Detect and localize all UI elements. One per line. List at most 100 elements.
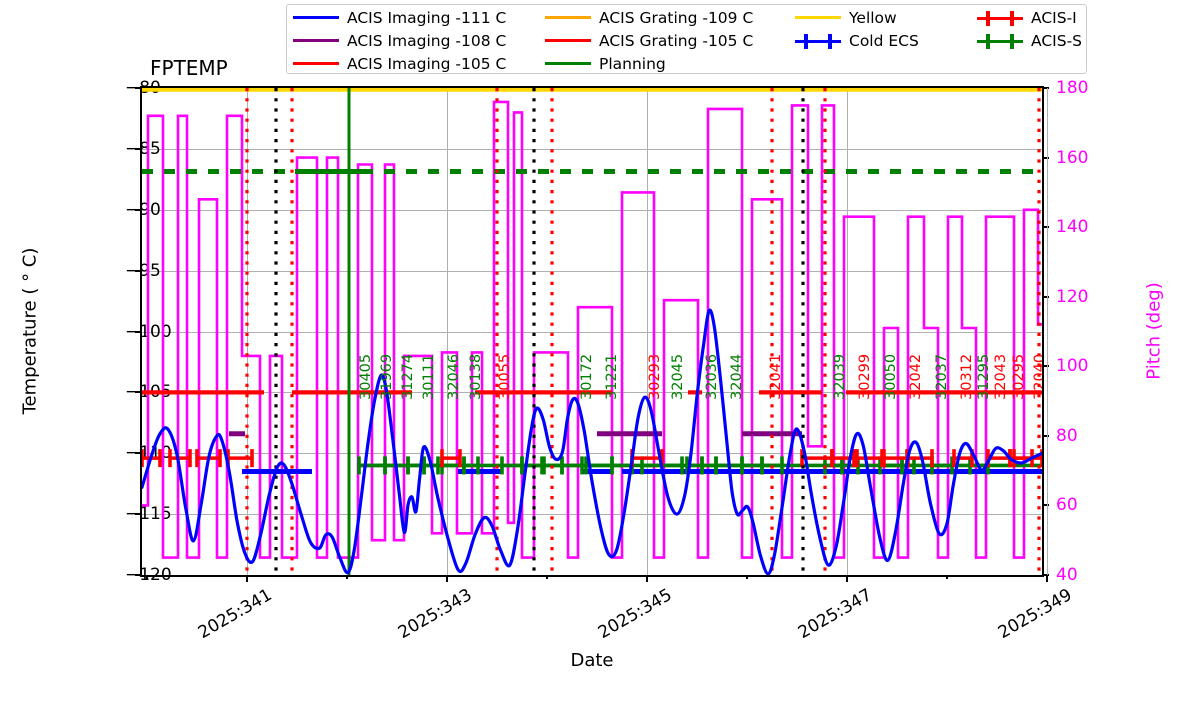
obsid-label: 32046 bbox=[446, 353, 462, 400]
gridline-horizontal bbox=[142, 514, 1042, 516]
gridline-horizontal bbox=[142, 331, 1042, 333]
y2-tick bbox=[1042, 574, 1049, 576]
y2-axis-title: Pitch (deg) bbox=[1143, 282, 1165, 380]
y-tick bbox=[135, 87, 142, 89]
y2-tick bbox=[1042, 504, 1049, 507]
gridline-vertical bbox=[447, 88, 448, 575]
y2-tick-label: 80 bbox=[1056, 425, 1078, 446]
y-tick bbox=[135, 269, 142, 272]
x-tick-label: 2025:347 bbox=[794, 585, 876, 644]
y-tick bbox=[135, 574, 142, 576]
legend-label: ACIS Grating -105 C bbox=[599, 31, 754, 50]
obsid-label: 30405 bbox=[358, 353, 374, 400]
y2-tick bbox=[1042, 295, 1049, 298]
pitch-series-line bbox=[142, 100, 1042, 559]
legend-item-acis-i: ACIS-I bbox=[977, 7, 1092, 29]
legend-label: Yellow bbox=[849, 8, 897, 27]
obsid-label: 30293 bbox=[647, 353, 663, 400]
obsid-label: 30050 bbox=[883, 353, 899, 400]
obsid-label: 30138 bbox=[468, 353, 484, 400]
legend-label: ACIS Imaging -111 C bbox=[347, 8, 507, 27]
legend-label: ACIS Imaging -105 C bbox=[347, 54, 507, 73]
legend-swatch-line bbox=[545, 62, 591, 65]
y-tick bbox=[135, 513, 142, 516]
x-tick bbox=[1046, 575, 1048, 582]
legend-swatch-marker bbox=[977, 32, 1023, 50]
gridline-vertical bbox=[247, 88, 248, 575]
legend-label: ACIS Imaging -108 C bbox=[347, 31, 507, 50]
chart-svg bbox=[142, 88, 1042, 575]
chart-legend: ACIS Imaging -111 C ACIS Imaging -108 C AC… bbox=[286, 4, 1087, 74]
legend-label: Cold ECS bbox=[849, 31, 919, 50]
legend-item-acis-imaging-105-c: ACIS Imaging -105 C bbox=[293, 53, 545, 75]
gridline-horizontal bbox=[142, 148, 1042, 150]
obsid-label: 32039 bbox=[832, 353, 848, 400]
y2-tick-label: 120 bbox=[1056, 286, 1089, 307]
legend-swatch-line bbox=[293, 62, 339, 65]
y2-tick-label: 60 bbox=[1056, 495, 1078, 516]
x-minor-tick bbox=[946, 575, 948, 579]
legend-item-acis-s: ACIS-S bbox=[977, 30, 1092, 52]
legend-item-acis-grating-109-c: ACIS Grating -109 C bbox=[545, 7, 795, 29]
legend-swatch-marker bbox=[977, 9, 1023, 27]
gridline-horizontal bbox=[142, 209, 1042, 211]
gridline-vertical bbox=[647, 88, 648, 575]
obsid-label: 32045 bbox=[670, 353, 686, 400]
legend-item-acis-imaging-111-c: ACIS Imaging -111 C bbox=[293, 7, 545, 29]
obsid-label: 30111 bbox=[421, 353, 437, 400]
x-tick bbox=[646, 575, 648, 582]
obsid-label: 31274 bbox=[400, 353, 416, 400]
x-minor-tick bbox=[146, 575, 148, 579]
gridline-horizontal bbox=[142, 270, 1042, 272]
legend-item-acis-grating-105-c: ACIS Grating -105 C bbox=[545, 30, 795, 52]
obsid-label: 30172 bbox=[579, 353, 595, 400]
obsid-label: 32041 bbox=[768, 353, 784, 400]
obsid-label: 32042 bbox=[908, 353, 924, 400]
gridline-vertical bbox=[1047, 88, 1048, 575]
x-tick-label: 2025:341 bbox=[194, 585, 276, 644]
x-tick-label: 2025:343 bbox=[394, 585, 476, 644]
x-tick bbox=[246, 575, 248, 582]
y-tick bbox=[135, 391, 142, 394]
obsid-label: 30312 bbox=[959, 353, 975, 400]
y-tick bbox=[135, 330, 142, 333]
gridline-vertical bbox=[847, 88, 848, 575]
legend-label: ACIS-S bbox=[1031, 31, 1082, 50]
x-axis-title: Date bbox=[570, 650, 614, 671]
obsid-label: 30055 bbox=[497, 353, 513, 400]
legend-swatch-marker bbox=[795, 32, 841, 50]
x-tick bbox=[846, 575, 848, 582]
obsid-label: 32040 bbox=[1032, 353, 1042, 400]
legend-item-yellow: Yellow bbox=[795, 7, 977, 29]
y2-tick bbox=[1042, 434, 1049, 437]
obsid-label: 31969 bbox=[379, 353, 395, 400]
legend-item-cold-ecs: Cold ECS bbox=[795, 30, 977, 52]
legend-label: ACIS Grating -109 C bbox=[599, 8, 754, 27]
y-tick bbox=[135, 452, 142, 455]
fptemp-series-line bbox=[142, 308, 1042, 575]
page-title: FPTEMP bbox=[150, 56, 228, 80]
x-minor-tick bbox=[346, 575, 348, 579]
legend-item-acis-imaging-108-c: ACIS Imaging -108 C bbox=[293, 30, 545, 52]
x-minor-tick bbox=[546, 575, 548, 579]
y-tick bbox=[135, 208, 142, 211]
legend-swatch-line bbox=[545, 39, 591, 42]
y2-tick-label: 100 bbox=[1056, 356, 1089, 377]
obsid-label: 30299 bbox=[857, 353, 873, 400]
y2-tick bbox=[1042, 87, 1049, 89]
obsid-label: 32037 bbox=[934, 353, 950, 400]
x-tick bbox=[446, 575, 448, 582]
y2-tick bbox=[1042, 156, 1049, 159]
y2-tick-label: 140 bbox=[1056, 217, 1089, 238]
x-tick-label: 2025:345 bbox=[594, 585, 676, 644]
legend-item-planning: Planning bbox=[545, 53, 795, 75]
legend-swatch-line bbox=[293, 39, 339, 42]
y2-tick-label: 180 bbox=[1056, 78, 1089, 98]
y2-tick bbox=[1042, 365, 1049, 368]
obsid-label: 32044 bbox=[729, 353, 745, 400]
legend-swatch-line bbox=[545, 16, 591, 19]
data-canvas: 30405 31969 31274 30111 32046 30138 30055 30172… bbox=[142, 88, 1042, 575]
y2-tick-label: 40 bbox=[1056, 565, 1078, 585]
legend-label: Planning bbox=[599, 54, 666, 73]
y-axis-title: Temperature ( ° C) bbox=[19, 247, 41, 415]
